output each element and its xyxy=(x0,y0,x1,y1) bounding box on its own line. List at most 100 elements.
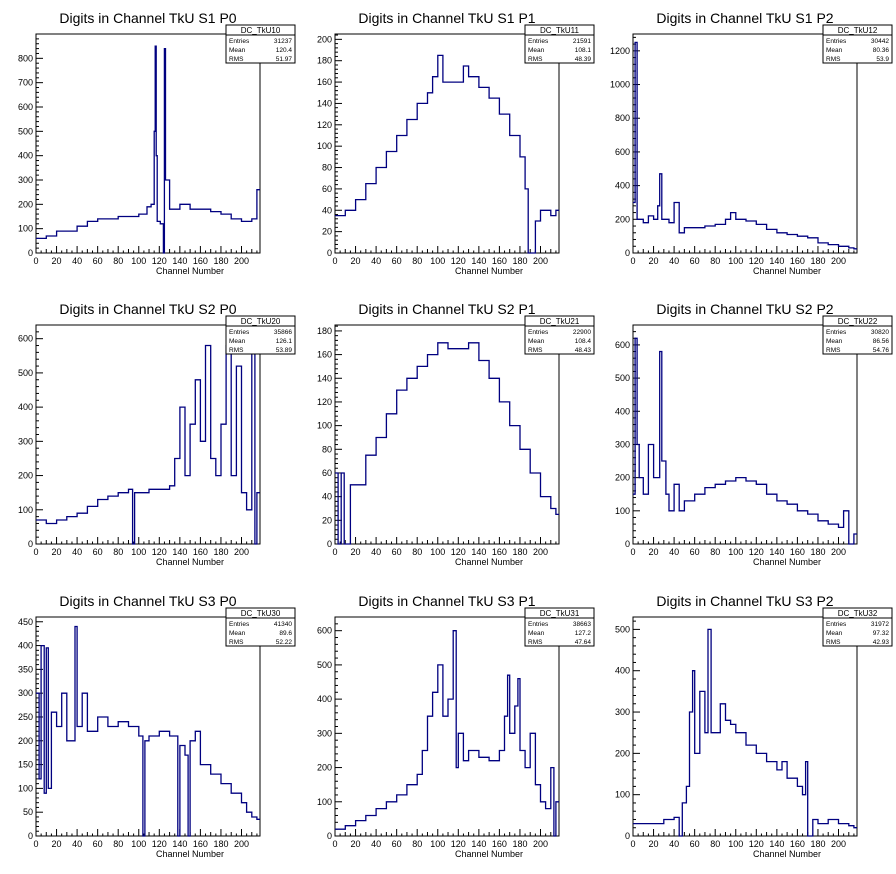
y-tick-label: 250 xyxy=(18,712,33,722)
stats-entries-value: 31972 xyxy=(871,621,889,628)
x-tick-label: 140 xyxy=(172,839,187,849)
y-tick-label: 300 xyxy=(18,175,33,185)
stats-rms-value: 47.64 xyxy=(575,639,592,646)
stats-entries-value: 30820 xyxy=(871,329,889,336)
stats-rms-label: RMS xyxy=(528,639,543,646)
y-tick-label: 600 xyxy=(317,626,332,636)
histogram-line xyxy=(36,625,260,837)
x-axis-label: Channel Number xyxy=(455,849,523,859)
stats-entries-value: 35866 xyxy=(274,329,292,336)
y-tick-label: 80 xyxy=(322,163,332,173)
chart-title: Digits in Channel TkU S1 P2 xyxy=(656,10,833,26)
histogram-line xyxy=(335,54,559,254)
x-axis-label: Channel Number xyxy=(156,557,224,567)
stats-name: DC_TkU32 xyxy=(838,609,878,618)
stats-box xyxy=(524,315,595,355)
histogram-panel: Digits in Channel TkU S3 P2 0 20 40 60 80 100 1… xyxy=(615,593,893,859)
x-tick-label: 200 xyxy=(831,256,846,266)
histogram-panel: Digits in Channel TkU S2 P0 0 20 40 60 80 100 1… xyxy=(18,301,296,567)
y-tick-label: 500 xyxy=(317,660,332,670)
stats-rms-value: 54.76 xyxy=(873,347,890,354)
y-tick-label: 400 xyxy=(615,666,630,676)
x-tick-label: 100 xyxy=(131,256,146,266)
x-tick-label: 120 xyxy=(451,547,466,557)
y-tick-label: 180 xyxy=(317,56,332,66)
x-tick-label: 140 xyxy=(769,547,784,557)
stats-entries-label: Entries xyxy=(528,329,549,336)
y-tick-label: 200 xyxy=(615,748,630,758)
y-tick-label: 400 xyxy=(615,181,630,191)
y-tick-label: 140 xyxy=(317,98,332,108)
x-tick-label: 140 xyxy=(471,839,486,849)
y-tick-label: 500 xyxy=(615,373,630,383)
x-tick-label: 60 xyxy=(690,256,700,266)
x-axis-label: Channel Number xyxy=(156,266,224,276)
histogram-line xyxy=(633,337,857,545)
x-tick-label: 40 xyxy=(371,547,381,557)
y-tick-label: 700 xyxy=(18,78,33,88)
x-tick-label: 80 xyxy=(412,547,422,557)
y-tick-label: 500 xyxy=(615,624,630,634)
stats-entries-label: Entries xyxy=(229,38,250,45)
stats-box xyxy=(822,607,893,647)
x-tick-label: 80 xyxy=(412,256,422,266)
y-tick-label: 0 xyxy=(625,248,630,258)
x-tick-label: 120 xyxy=(451,256,466,266)
y-tick-label: 0 xyxy=(327,539,332,549)
plot-frame xyxy=(35,33,261,254)
plot-frame xyxy=(334,324,560,545)
y-tick-label: 600 xyxy=(615,147,630,157)
y-tick-label: 200 xyxy=(317,34,332,44)
x-tick-label: 180 xyxy=(810,256,825,266)
x-tick-label: 100 xyxy=(728,256,743,266)
x-tick-label: 60 xyxy=(690,547,700,557)
x-tick-label: 20 xyxy=(52,839,62,849)
stats-rms-value: 48.43 xyxy=(575,347,592,354)
x-tick-label: 0 xyxy=(630,547,635,557)
y-tick-label: 500 xyxy=(18,368,33,378)
x-tick-label: 200 xyxy=(831,839,846,849)
y-tick-label: 120 xyxy=(317,120,332,130)
x-tick-label: 160 xyxy=(790,256,805,266)
stats-mean-value: 120.4 xyxy=(276,47,293,54)
x-tick-label: 40 xyxy=(72,547,82,557)
stats-entries-label: Entries xyxy=(826,38,847,45)
x-tick-label: 120 xyxy=(749,839,764,849)
stats-name: DC_TkU31 xyxy=(540,609,580,618)
stats-rms-label: RMS xyxy=(826,639,841,646)
stats-rms-label: RMS xyxy=(826,347,841,354)
x-tick-label: 140 xyxy=(769,839,784,849)
stats-mean-label: Mean xyxy=(229,338,246,345)
x-tick-label: 80 xyxy=(710,839,720,849)
x-tick-label: 80 xyxy=(710,256,720,266)
y-tick-label: 1000 xyxy=(610,80,630,90)
histogram-panel: Digits in Channel TkU S2 P2 0 20 40 60 80 100 1… xyxy=(615,301,893,567)
y-tick-label: 300 xyxy=(18,688,33,698)
stats-rms-label: RMS xyxy=(528,347,543,354)
plot-frame xyxy=(632,616,858,837)
x-tick-label: 180 xyxy=(810,547,825,557)
chart-title: Digits in Channel TkU S2 P0 xyxy=(59,301,236,317)
x-tick-label: 120 xyxy=(152,547,167,557)
x-tick-label: 0 xyxy=(33,839,38,849)
x-tick-label: 100 xyxy=(728,839,743,849)
histogram-line xyxy=(335,342,559,545)
stats-rms-label: RMS xyxy=(229,347,244,354)
histogram-panel: Digits in Channel TkU S3 P1 0 20 40 60 80 100 1… xyxy=(317,593,595,859)
y-tick-label: 200 xyxy=(18,471,33,481)
x-tick-label: 120 xyxy=(152,839,167,849)
stats-mean-label: Mean xyxy=(826,338,843,345)
x-tick-label: 200 xyxy=(234,839,249,849)
y-tick-label: 100 xyxy=(18,224,33,234)
x-tick-label: 80 xyxy=(113,547,123,557)
x-tick-label: 0 xyxy=(630,839,635,849)
x-tick-label: 20 xyxy=(351,839,361,849)
y-tick-label: 0 xyxy=(28,831,33,841)
stats-entries-label: Entries xyxy=(528,38,549,45)
x-axis-label: Channel Number xyxy=(156,849,224,859)
y-tick-label: 40 xyxy=(322,205,332,215)
histogram-panel: Digits in Channel TkU S1 P0 0 20 40 60 80 100 1… xyxy=(18,10,296,276)
x-tick-label: 100 xyxy=(430,839,445,849)
stats-entries-value: 41340 xyxy=(274,621,292,628)
